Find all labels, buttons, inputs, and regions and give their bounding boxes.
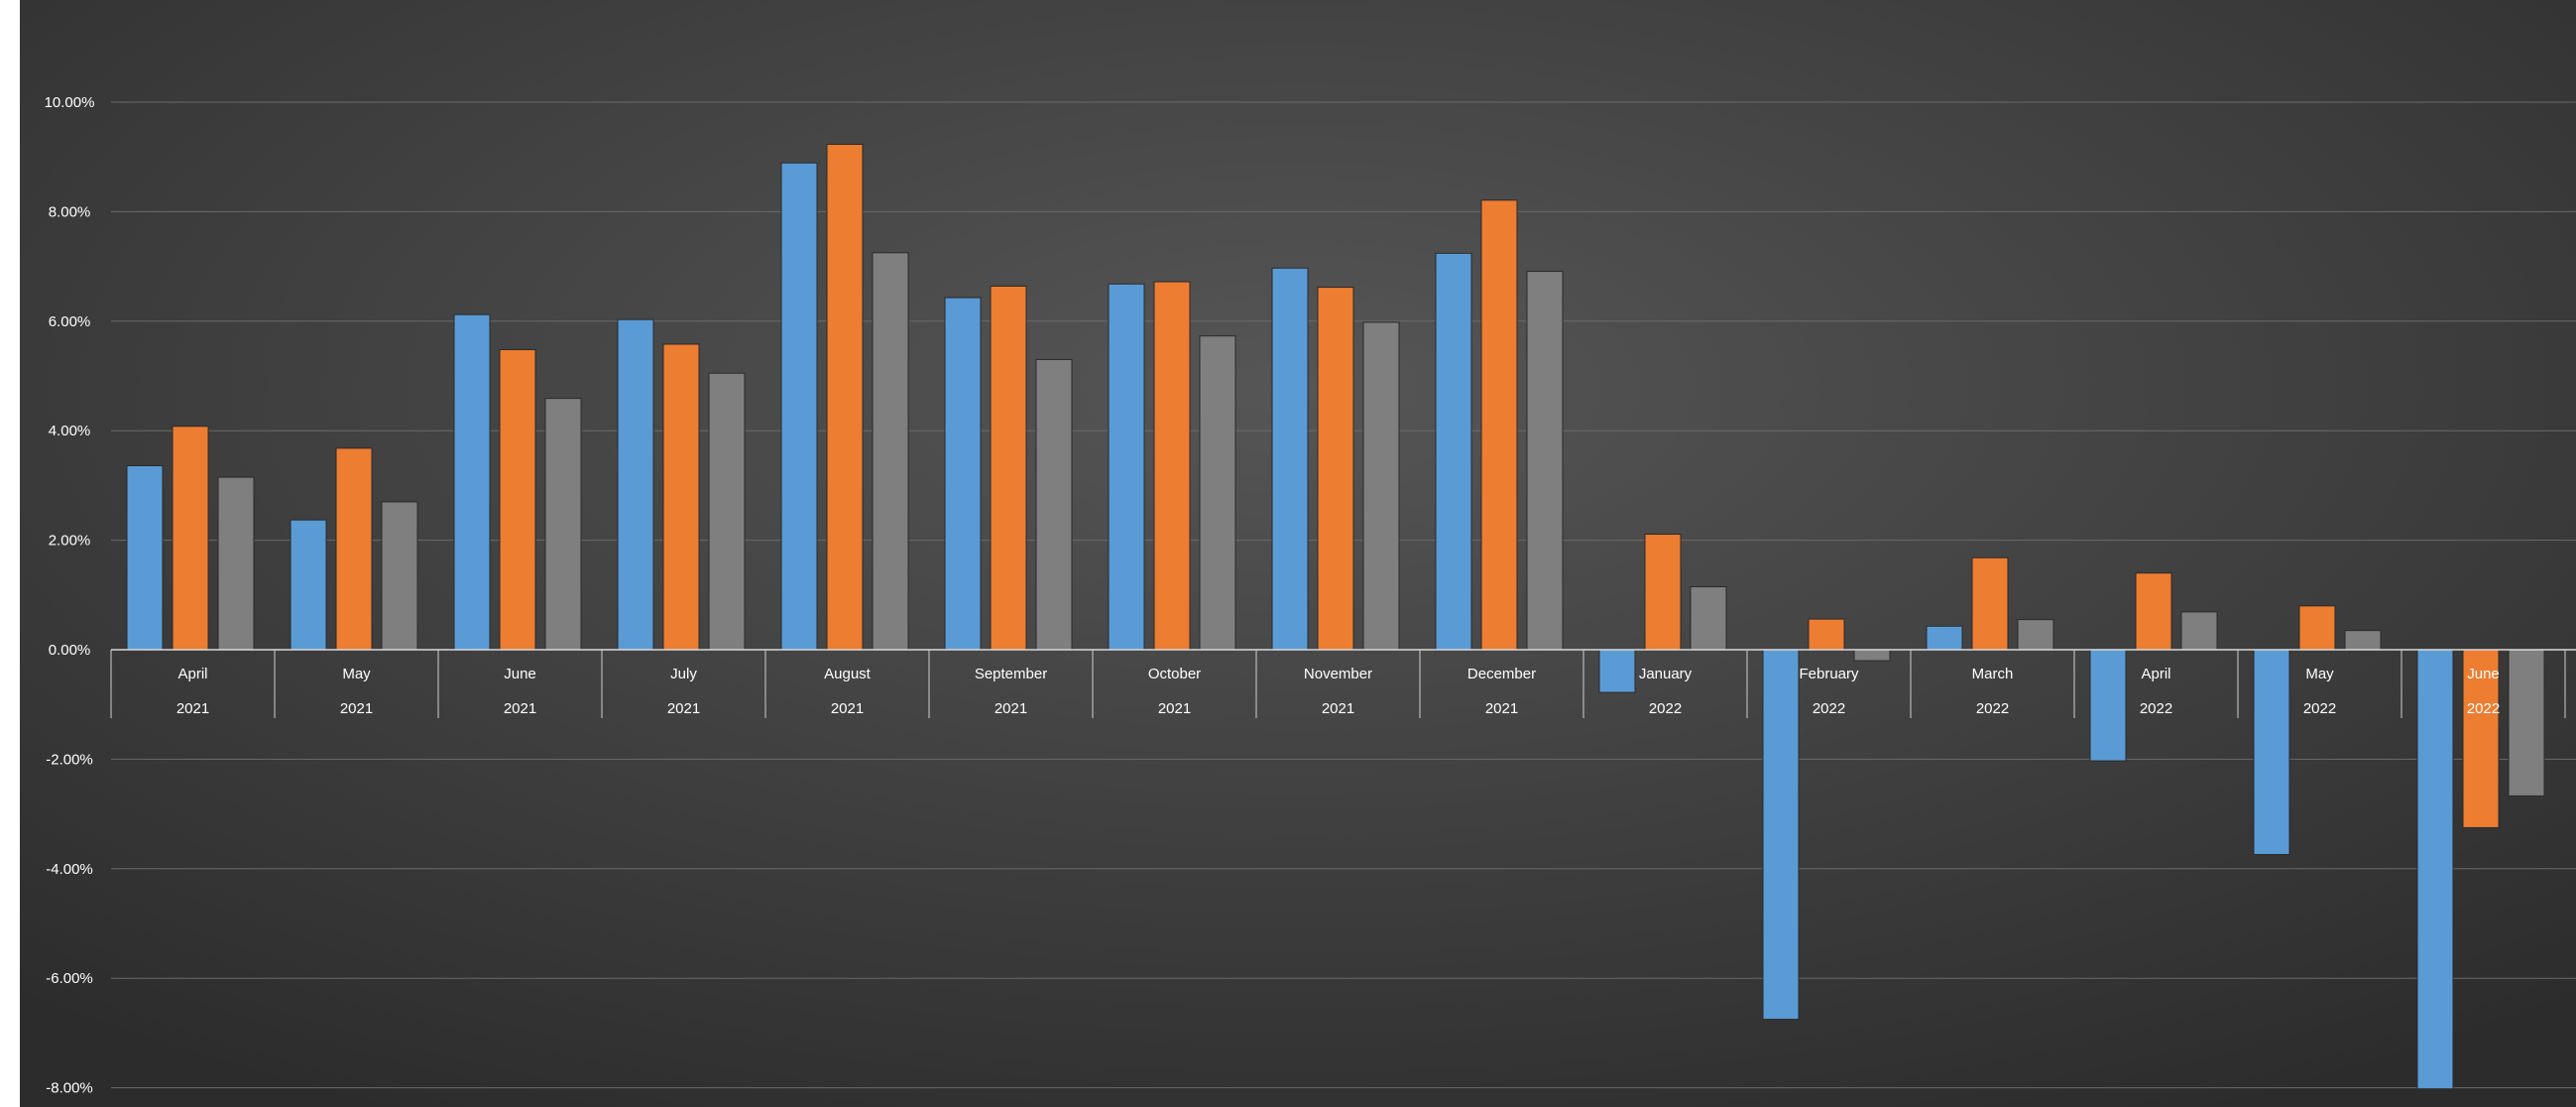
x-tick-label-year: 2021	[1485, 700, 1518, 717]
y-axis-tick-labels: -8.00% -6.00% -4.00% -2.00% 0.00% 2.00% 4.00% 6…	[45, 94, 95, 1097]
y-tick-label: 10.00%	[45, 94, 95, 111]
chart-svg: -8.00% -6.00% -4.00% -2.00% 0.00% 2.00% 4.00% 6…	[20, 0, 2576, 1107]
bar	[2344, 630, 2382, 651]
x-tick-label-month: November	[1304, 666, 1372, 682]
bar	[2017, 619, 2054, 651]
x-tick-label-month: June	[504, 666, 536, 682]
bar	[780, 162, 818, 651]
bar	[662, 343, 700, 651]
x-tick-label-year: 2021	[1322, 700, 1354, 717]
bar	[2508, 649, 2545, 797]
bar	[617, 318, 654, 651]
bar	[290, 519, 327, 651]
bar	[2298, 605, 2336, 651]
bar	[381, 501, 418, 651]
y-tick-label: 8.00%	[49, 203, 91, 220]
bar	[944, 297, 982, 651]
y-tick-label: -6.00%	[46, 970, 93, 987]
x-tick-label-year: 2021	[340, 700, 373, 717]
bar	[872, 252, 909, 651]
bar	[1108, 283, 1145, 651]
bar	[2416, 649, 2454, 1090]
x-tick-label-month: September	[975, 666, 1047, 682]
bars	[126, 144, 2545, 1090]
bar	[1808, 618, 1845, 651]
x-tick-label-month: October	[1148, 666, 1201, 682]
bar	[990, 285, 1027, 651]
bar	[2180, 611, 2218, 651]
bar	[1199, 335, 1236, 651]
y-tick-label: 0.00%	[49, 642, 91, 659]
x-tick-label-year: 2021	[995, 700, 1027, 717]
x-tick-label-month: June	[2467, 666, 2500, 682]
x-tick-label-month: May	[342, 666, 371, 682]
x-tick-label-month: April	[2141, 666, 2170, 682]
bar	[172, 426, 209, 651]
bar	[1035, 358, 1073, 651]
bar	[499, 349, 536, 651]
bar	[1598, 649, 1636, 693]
bar	[1526, 271, 1564, 651]
bar	[2089, 649, 2127, 762]
x-tick-label-month: March	[1972, 666, 2014, 682]
bar	[826, 144, 864, 651]
sheet-row-strip	[0, 0, 21, 1107]
bar	[1762, 649, 1800, 1021]
y-tick-label: 4.00%	[49, 423, 91, 439]
x-tick-label-year: 2021	[831, 700, 864, 717]
x-tick-label-year: 2022	[1813, 700, 1845, 717]
bar	[1153, 281, 1191, 651]
x-axis: April 2021 May 2021 June 2021 July 2021 August 20…	[110, 649, 2576, 718]
y-tick-label: 6.00%	[49, 313, 91, 330]
x-tick-label-month: August	[824, 666, 872, 682]
bar	[1853, 649, 1891, 662]
x-tick-label-year: 2022	[2467, 700, 2500, 717]
x-tick-label-month: December	[1467, 666, 1536, 682]
y-tick-label: -4.00%	[46, 861, 93, 878]
x-tick-label-year: 2022	[2303, 700, 2336, 717]
bar	[708, 372, 746, 651]
y-tick-label: 2.00%	[49, 533, 91, 550]
x-tick-label-year: 2021	[1158, 700, 1191, 717]
bar	[1926, 625, 1963, 651]
bar	[1271, 267, 1309, 651]
bar	[1971, 556, 2009, 651]
x-tick-label-year: 2021	[176, 700, 209, 717]
x-tick-label-year: 2022	[1976, 700, 2009, 717]
x-tick-label-year: 2022	[1649, 700, 1682, 717]
bar	[1435, 252, 1472, 651]
bar	[1362, 321, 1400, 651]
bar	[126, 465, 164, 651]
x-tick-label-month: April	[177, 666, 207, 682]
bar	[544, 398, 582, 651]
bar	[2135, 572, 2172, 651]
x-tick-label-year: 2021	[667, 700, 700, 717]
x-tick-label-year: 2021	[504, 700, 536, 717]
x-tick-label-month: February	[1799, 666, 1859, 682]
bar	[453, 313, 491, 651]
bar	[335, 447, 373, 651]
bar	[1644, 534, 1682, 651]
y-tick-label: -2.00%	[46, 751, 93, 768]
bar	[2462, 649, 2500, 828]
x-tick-label-month: January	[1639, 666, 1693, 682]
x-tick-label-year: 2022	[2140, 700, 2172, 717]
bar	[1317, 287, 1354, 651]
x-tick-label-month: July	[670, 666, 697, 682]
bar	[1480, 199, 1518, 651]
y-tick-label: -8.00%	[46, 1080, 93, 1097]
bar	[1690, 586, 1727, 651]
bar	[2253, 649, 2290, 855]
bar	[217, 476, 255, 651]
x-tick-label-month: May	[2305, 666, 2334, 682]
